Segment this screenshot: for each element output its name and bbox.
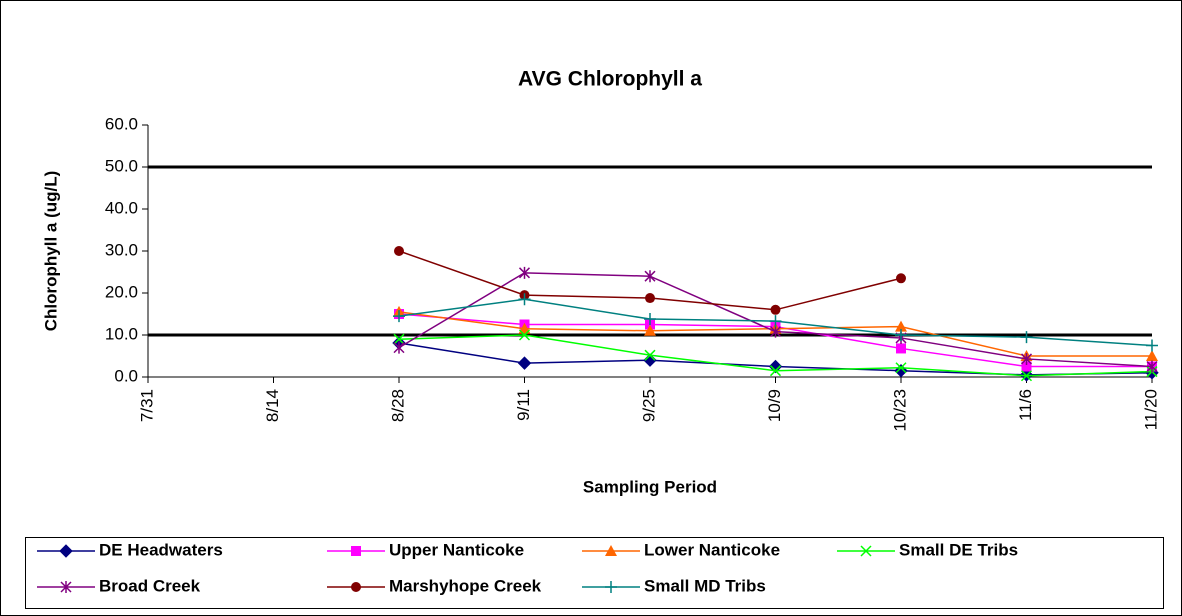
- x-tick-label: 11/20: [1141, 389, 1160, 430]
- data-point: [644, 349, 656, 361]
- x-axis-title: Sampling Period: [583, 477, 717, 496]
- legend-label: Lower Nanticoke: [644, 540, 780, 559]
- y-tick-label: 0.0: [114, 366, 138, 385]
- y-axis-title: Chlorophyll a (ug/L): [41, 171, 60, 332]
- legend-marker: [605, 545, 617, 556]
- data-point: [1020, 370, 1033, 382]
- data-point: [1020, 331, 1033, 344]
- data-point: [518, 293, 531, 306]
- data-point: [768, 359, 783, 374]
- data-point: [393, 341, 405, 354]
- data-point: [896, 273, 906, 284]
- y-tick-label: 10.0: [105, 324, 138, 343]
- data-point: [517, 356, 532, 370]
- data-point: [770, 304, 781, 315]
- data-point: [644, 270, 656, 283]
- data-point: [895, 362, 907, 374]
- data-point: [1021, 361, 1032, 372]
- y-tick-label: 50.0: [105, 156, 138, 175]
- y-tick-label: 60.0: [105, 114, 138, 133]
- data-point: [1146, 339, 1158, 352]
- data-point: [518, 329, 531, 341]
- data-point: [394, 246, 404, 256]
- legend-label: Small DE Tribs: [899, 540, 1018, 559]
- data-point: [769, 365, 782, 377]
- data-point: [393, 333, 405, 345]
- legend-label: Upper Nanticoke: [389, 540, 524, 559]
- x-tick-label: 7/31: [137, 389, 156, 422]
- data-point: [393, 310, 405, 323]
- y-tick-label: 30.0: [105, 240, 138, 259]
- x-tick-label: 11/6: [1016, 389, 1035, 421]
- data-point: [1146, 350, 1158, 361]
- data-point: [644, 313, 656, 326]
- x-tick-label: 9/11: [514, 389, 533, 421]
- data-point: [645, 293, 655, 304]
- data-point: [644, 324, 656, 336]
- data-point: [896, 343, 906, 354]
- data-point: [895, 320, 907, 332]
- legend-label: Broad Creek: [99, 576, 201, 595]
- legend-marker: [59, 544, 73, 558]
- data-point: [769, 325, 782, 338]
- y-tick-label: 40.0: [105, 198, 138, 217]
- x-tick-label: 8/14: [263, 389, 282, 422]
- data-point: [1146, 360, 1158, 373]
- legend-marker: [351, 582, 361, 592]
- y-tick-label: 20.0: [105, 282, 138, 301]
- legend-label: Marshyhope Creek: [389, 576, 542, 595]
- legend-label: DE Headwaters: [99, 540, 223, 559]
- chart-title: AVG Chlorophyll a: [518, 68, 702, 91]
- x-tick-label: 10/9: [765, 389, 784, 422]
- legend-label: Small MD Tribs: [644, 576, 766, 595]
- legend-marker: [605, 581, 617, 593]
- data-point: [518, 266, 531, 279]
- data-point: [769, 315, 782, 328]
- x-tick-label: 10/23: [890, 389, 909, 432]
- data-point: [1020, 352, 1033, 365]
- legend-marker: [60, 581, 72, 593]
- x-tick-label: 8/28: [388, 389, 407, 422]
- legend-marker: [351, 546, 361, 556]
- legend-marker: [860, 545, 872, 557]
- x-tick-label: 9/25: [639, 389, 658, 422]
- legend-box: [25, 537, 1164, 609]
- data-point: [895, 329, 907, 341]
